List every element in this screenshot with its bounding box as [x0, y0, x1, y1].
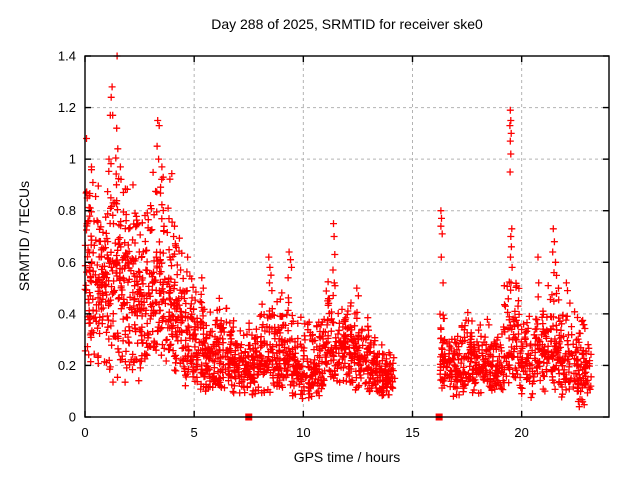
y-tick-label: 0.2 — [58, 358, 76, 373]
x-tick-label: 20 — [514, 425, 528, 440]
y-tick-label: 0 — [69, 410, 76, 425]
x-tick-label: 5 — [191, 425, 198, 440]
x-axis-label: GPS time / hours — [293, 449, 401, 465]
plot-frame — [84, 55, 610, 418]
y-tick-label: 0.6 — [58, 255, 76, 270]
x-tick-label: 0 — [81, 425, 88, 440]
y-tick-label: 0.8 — [58, 203, 76, 218]
x-tick-label: 10 — [296, 425, 310, 440]
x-tick-label: 15 — [405, 425, 419, 440]
y-tick-label: 1 — [69, 152, 76, 167]
y-tick-label: 1.2 — [58, 100, 76, 115]
chart-title: Day 288 of 2025, SRMTID for receiver ske… — [211, 16, 483, 32]
y-tick-label: 0.4 — [58, 306, 76, 321]
y-tick-label: 1.4 — [58, 49, 76, 64]
scatter-points — [81, 52, 595, 411]
